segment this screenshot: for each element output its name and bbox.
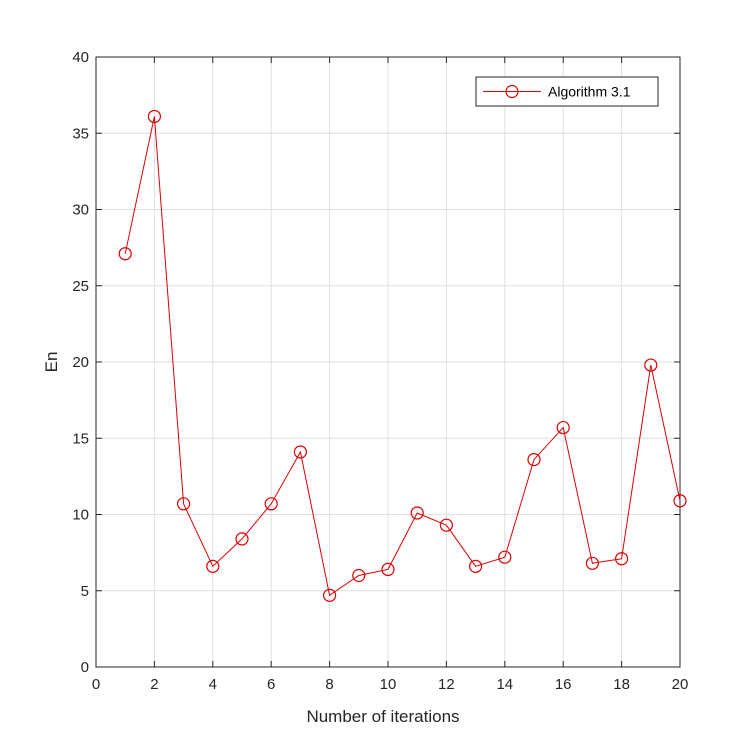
data-point-marker	[264, 497, 278, 511]
x-tick-label: 14	[496, 676, 513, 693]
x-tick-label: 8	[325, 676, 333, 693]
data-point-marker	[410, 506, 424, 520]
x-tick-label: 6	[267, 676, 275, 693]
data-point-marker	[352, 568, 366, 583]
y-tick-label: 30	[72, 202, 89, 219]
data-point-marker	[118, 247, 132, 261]
axis-ticks: 0 2 4 6 8 10 12 14 16 18 20 0 5 10 15 20 25 30 35 40	[72, 49, 688, 693]
data-point-marker	[293, 445, 307, 459]
y-tick-label: 40	[72, 49, 89, 66]
data-point-marker	[498, 550, 512, 564]
x-tick-label: 20	[672, 676, 689, 693]
y-tick-label: 5	[81, 583, 89, 600]
y-axis-label: En	[42, 352, 61, 373]
data-point-marker	[147, 109, 161, 124]
legend-marker-circle	[505, 84, 519, 99]
y-tick-label: 35	[72, 125, 89, 142]
data-point-marker	[235, 532, 249, 546]
x-axis-label: Number of iterations	[306, 707, 459, 726]
data-point-marker	[527, 453, 541, 467]
x-tick-label: 4	[209, 676, 217, 693]
x-tick-label: 10	[380, 676, 397, 693]
data-point-marker	[556, 420, 570, 435]
data-point-marker	[439, 518, 453, 532]
x-tick-label: 12	[438, 676, 455, 693]
data-point-marker	[673, 494, 687, 508]
data-point-marker	[585, 556, 600, 570]
data-point-marker	[177, 497, 191, 511]
y-tick-label: 20	[72, 354, 89, 371]
data-point-marker	[614, 552, 629, 566]
y-tick-label: 15	[72, 430, 89, 447]
legend-box	[475, 76, 659, 107]
data-point-marker	[206, 559, 220, 573]
legend: Algorithm 3.1	[475, 76, 659, 107]
data-point-marker	[469, 559, 483, 573]
x-tick-label: 0	[92, 676, 100, 693]
y-tick-label: 10	[72, 507, 89, 524]
data-point-marker	[381, 562, 395, 577]
data-point-marker	[323, 588, 337, 602]
data-point-marker	[644, 358, 658, 372]
x-tick-label: 18	[613, 676, 630, 693]
legend-entry-label: Algorithm 3.1	[548, 84, 631, 100]
series-layer	[118, 109, 687, 602]
y-tick-label: 0	[81, 659, 89, 676]
series-line	[124, 116, 681, 597]
x-tick-label: 2	[150, 676, 158, 693]
x-tick-label: 16	[555, 676, 572, 693]
y-tick-label: 25	[72, 278, 89, 295]
